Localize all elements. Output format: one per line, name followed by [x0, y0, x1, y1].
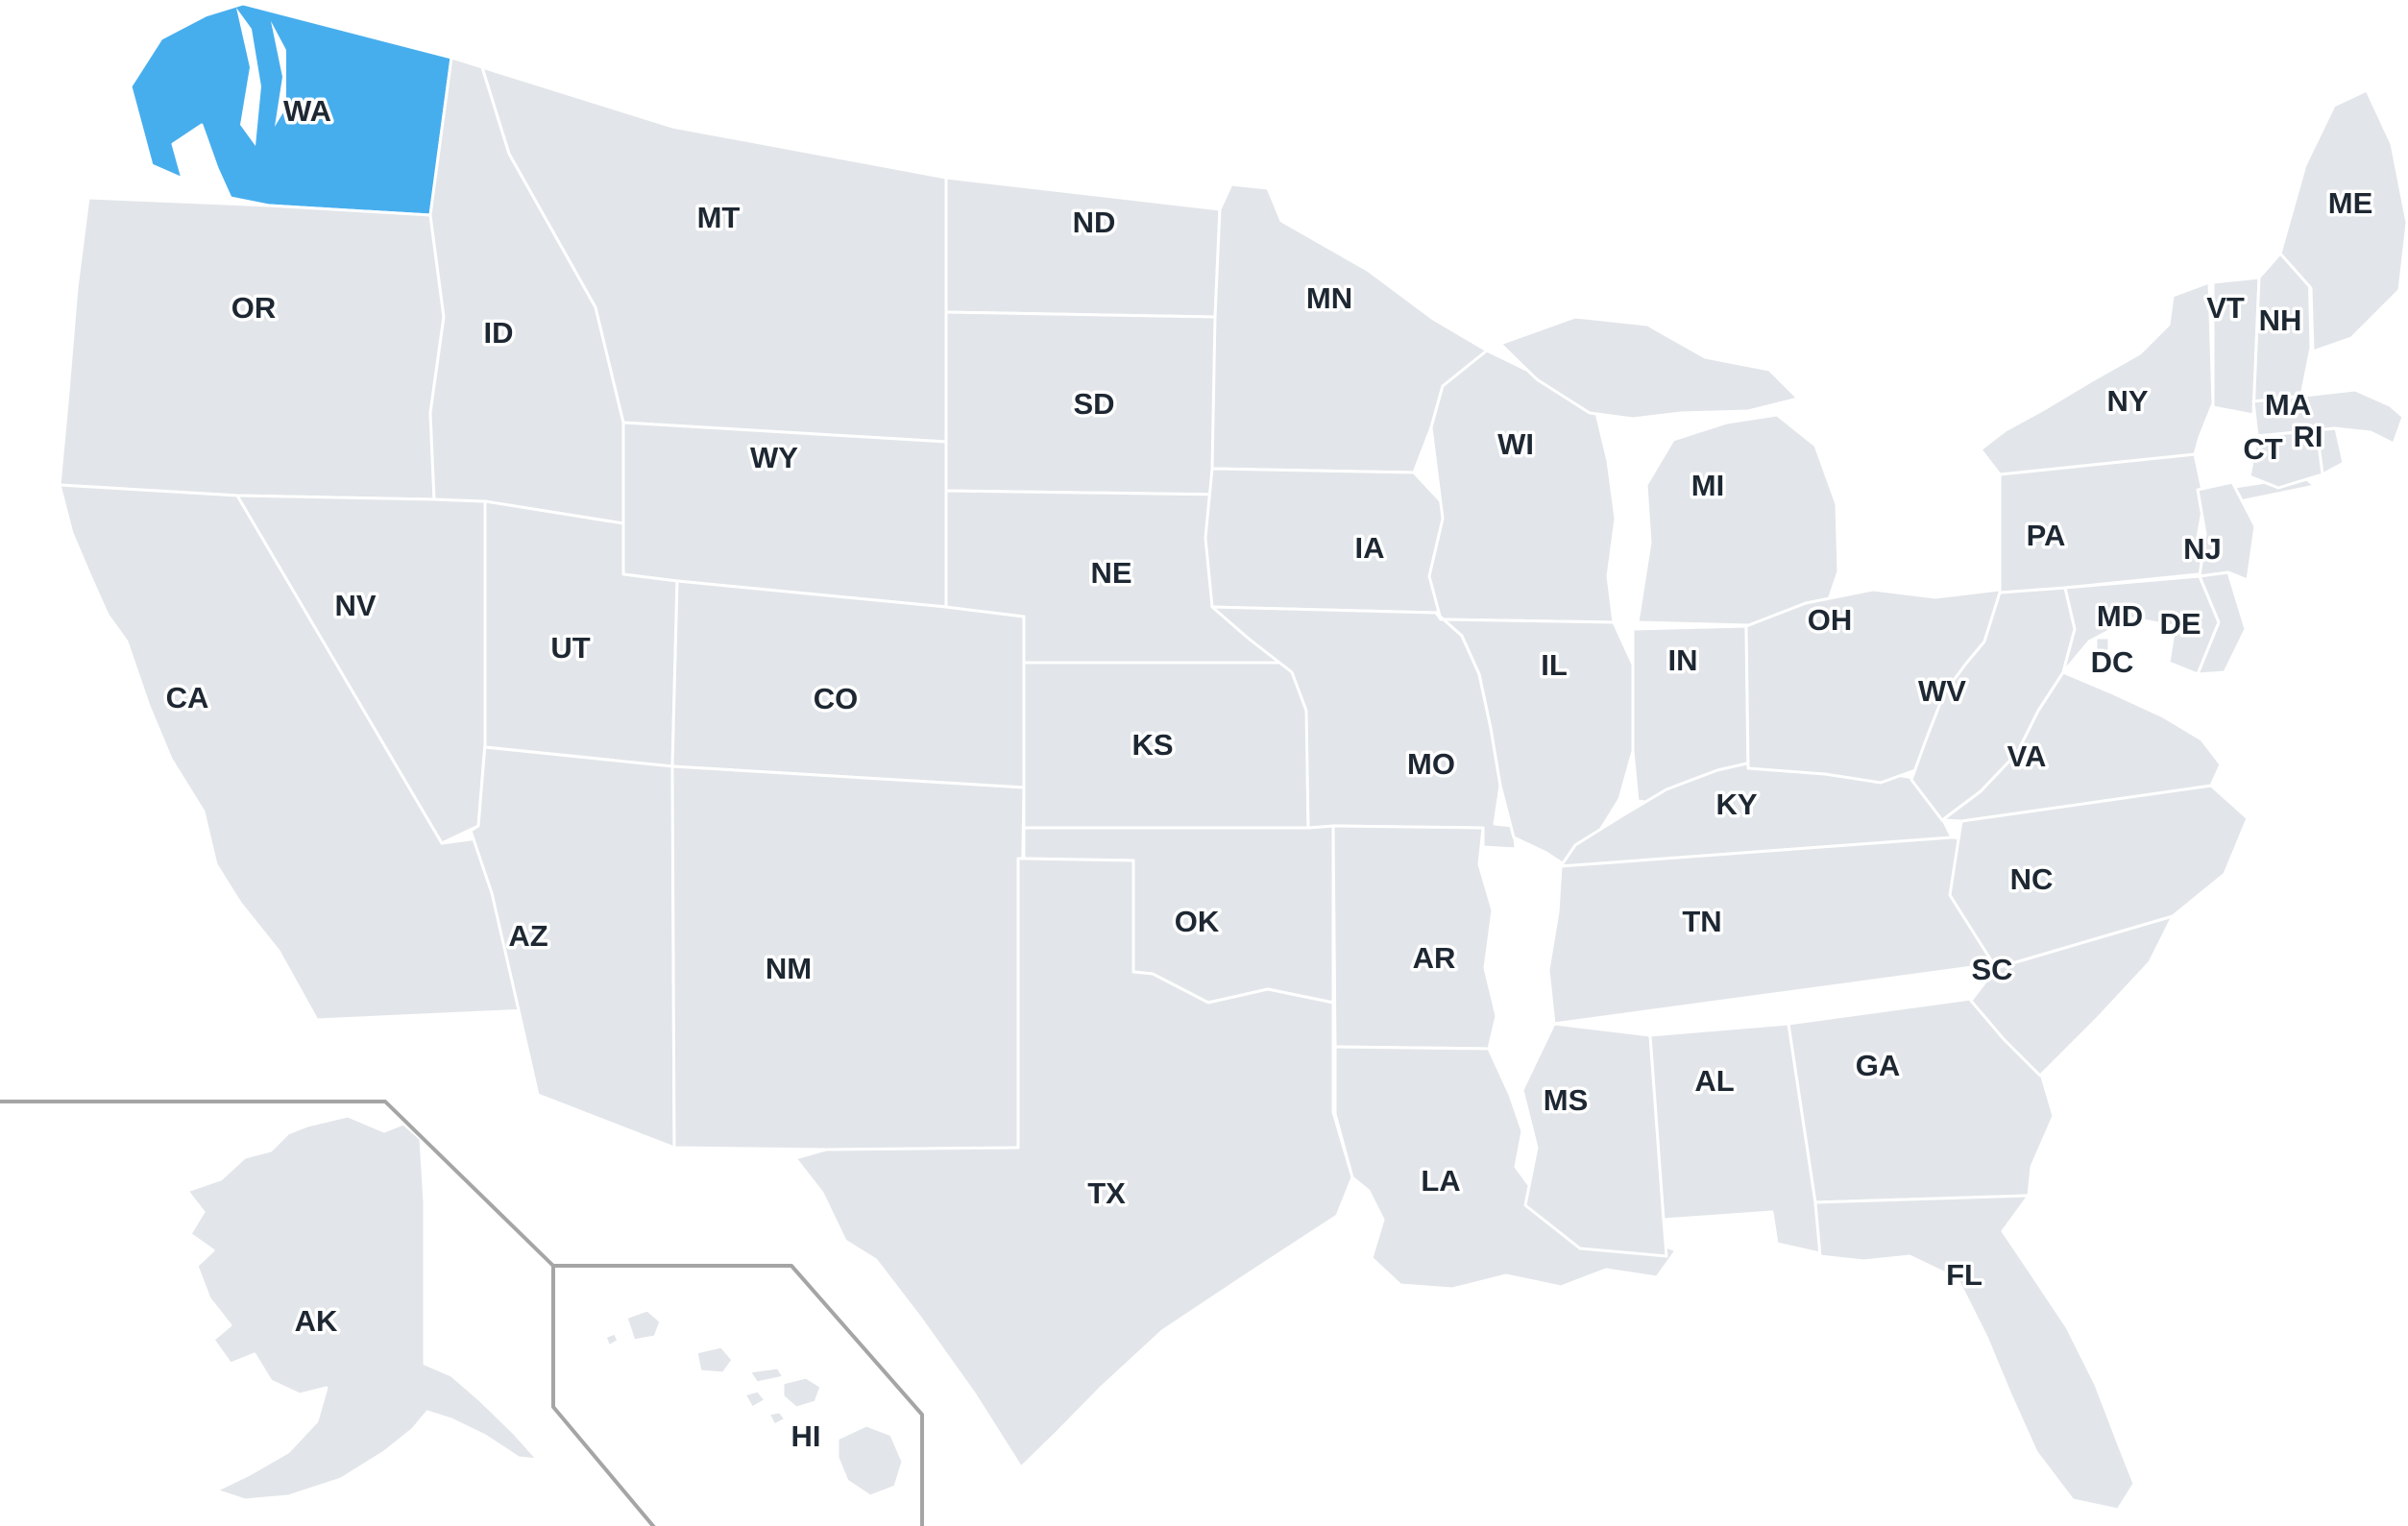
- state-MI[interactable]: [1498, 315, 1840, 628]
- state-KS[interactable]: [1022, 661, 1310, 830]
- state-CT[interactable]: [2248, 428, 2324, 490]
- state-MS[interactable]: [1520, 1022, 1668, 1258]
- puget-sound-water: [236, 8, 261, 146]
- hawaii-inset-border: [551, 1264, 924, 1526]
- state-label-HI: HI: [791, 1419, 821, 1453]
- state-NC[interactable]: [1948, 784, 2250, 970]
- state-ND[interactable]: [944, 176, 1222, 319]
- state-ME[interactable]: [2278, 88, 2408, 353]
- state-AR[interactable]: [1331, 824, 1498, 1051]
- state-VT[interactable]: [2211, 276, 2261, 417]
- puget-sound-water: [271, 21, 286, 127]
- state-NM[interactable]: [670, 764, 1026, 1151]
- state-OR[interactable]: [58, 196, 446, 501]
- state-SD[interactable]: [944, 310, 1229, 497]
- inset-borders-layer: [0, 1100, 924, 1526]
- state-TN[interactable]: [1546, 836, 2024, 1026]
- state-SC[interactable]: [1969, 914, 2175, 1078]
- state-DE[interactable]: [2196, 570, 2248, 676]
- state-CO[interactable]: [670, 579, 1026, 789]
- state-PA[interactable]: [1998, 452, 2219, 594]
- state-HI[interactable]: [603, 1308, 905, 1498]
- state-TX[interactable]: [793, 857, 1354, 1469]
- states-layer: [58, 2, 2408, 1512]
- state-AK[interactable]: [185, 1114, 540, 1502]
- state-NJ[interactable]: [2196, 480, 2257, 582]
- water-layer: [236, 8, 286, 146]
- state-FL[interactable]: [1813, 1194, 2136, 1512]
- state-DC[interactable]: [2094, 636, 2111, 653]
- state-IA[interactable]: [1204, 467, 1470, 615]
- state-LA[interactable]: [1333, 1045, 1678, 1291]
- state-WA[interactable]: [129, 2, 453, 217]
- state-MD[interactable]: [2061, 574, 2221, 676]
